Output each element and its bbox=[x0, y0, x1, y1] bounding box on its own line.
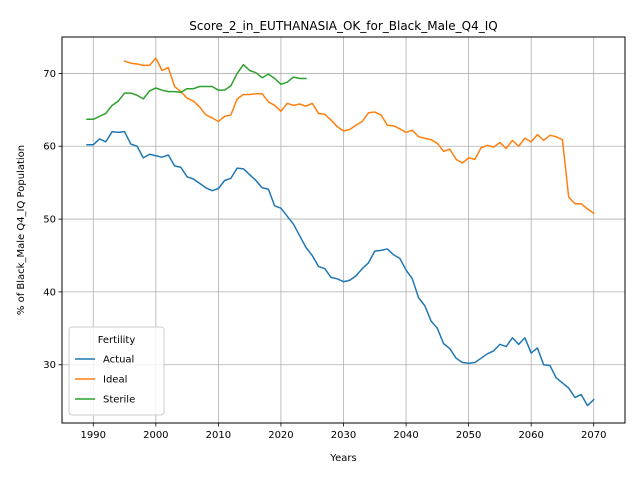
x-tick-label: 1990 bbox=[81, 430, 106, 441]
legend-label-actual: Actual bbox=[103, 355, 134, 366]
y-tick-label: 60 bbox=[43, 142, 56, 153]
series-line-ideal bbox=[123, 57, 595, 215]
x-tick-label: 2010 bbox=[206, 430, 231, 441]
x-tick-label: 2030 bbox=[331, 430, 356, 441]
legend-entries: Actual Ideal Sterile bbox=[75, 355, 135, 406]
x-tick-label: 2000 bbox=[143, 430, 168, 441]
series-line-sterile bbox=[86, 63, 307, 121]
x-tick-label: 2050 bbox=[456, 430, 481, 441]
y-tick-label: 30 bbox=[43, 360, 56, 371]
y-axis-label: % of Black_Male Q4_IQ Population bbox=[16, 145, 27, 315]
y-tick-label: 70 bbox=[43, 69, 56, 80]
x-tick-label: 2020 bbox=[268, 430, 293, 441]
x-axis-label: Years bbox=[329, 453, 356, 464]
legend: Fertility Actual Ideal Sterile bbox=[68, 326, 165, 416]
legend-label-sterile: Sterile bbox=[103, 395, 135, 406]
y-tick-label: 40 bbox=[43, 287, 56, 298]
y-tick-label: 50 bbox=[43, 215, 56, 226]
legend-label-ideal: Ideal bbox=[103, 375, 127, 386]
x-tick-label: 2040 bbox=[393, 430, 418, 441]
chart-title: Score_2_in_EUTHANASIA_OK_for_Black_Male_… bbox=[189, 19, 497, 33]
legend-title: Fertility bbox=[98, 335, 136, 346]
x-tick-label: 2070 bbox=[581, 430, 606, 441]
legend-box bbox=[68, 326, 165, 416]
series-line-actual bbox=[86, 130, 595, 407]
grid-lines bbox=[62, 37, 625, 423]
axis-ticks: 1990 2000 2010 2020 2030 2040 2050 2060 2070 30 40… bbox=[43, 69, 606, 441]
x-tick-label: 2060 bbox=[518, 430, 543, 441]
series-lines bbox=[86, 57, 595, 407]
